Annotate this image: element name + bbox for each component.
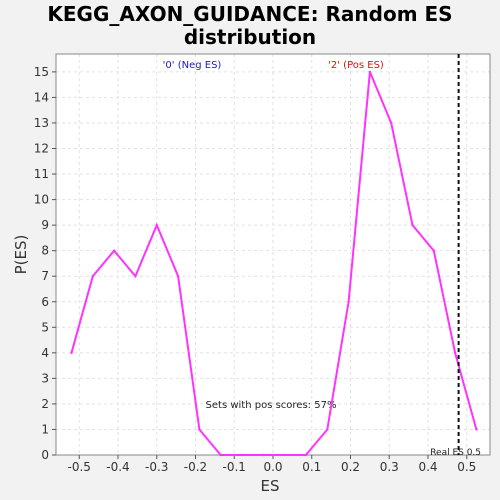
x-tick-label: 0.1 [302,460,321,474]
real-es-label: Real ES 0.5 [430,448,481,458]
y-tick-label: 1 [41,422,49,436]
y-tick-label: 3 [41,371,49,385]
x-tick-label: -0.3 [145,460,168,474]
data-point [283,453,286,457]
data-point [219,453,222,457]
x-tick-label: 0.3 [380,460,399,474]
data-point [411,223,414,227]
data-point [475,428,478,431]
data-point [134,275,137,278]
data-point [326,428,329,431]
x-tick-label: 0.2 [341,460,360,474]
data-point [112,249,116,252]
data-point [262,453,265,457]
data-point [347,300,350,303]
y-tick-label: 8 [41,244,49,258]
data-point [304,453,308,457]
y-tick-label: 15 [34,65,49,79]
data-point [70,351,73,355]
data-point [432,249,436,252]
data-point [91,275,95,278]
y-tick-label: 4 [41,346,49,360]
y-tick-label: 2 [41,397,49,411]
series-line [70,71,478,456]
x-tick-label: -0.2 [184,460,207,474]
y-tick-label: 11 [34,167,49,181]
y-tick-label: 9 [41,218,49,232]
y-tick-label: 6 [41,295,49,309]
y-tick-label: 7 [41,269,49,283]
y-axis-label: P(ES) [12,235,30,275]
data-point [389,121,393,125]
x-tick-label: -0.5 [68,460,91,474]
pos-scores-text: Sets with pos scores: 57% [206,400,337,411]
data-point [453,351,457,355]
chart-title-line-1: KEGG_AXON_GUIDANCE: Random ES [47,2,453,26]
pos-es-label: '2' (Pos ES) [328,60,384,71]
y-tick-label: 0 [41,448,49,462]
data-point [155,223,158,227]
x-tick-label: -0.1 [223,460,246,474]
x-tick-label: 0.5 [457,460,476,474]
data-point [240,453,244,457]
x-tick-label: 0.0 [263,460,282,474]
x-axis-label: ES [261,477,280,495]
chart-title-line-2: distribution [183,25,317,49]
y-tick-label: 5 [41,320,49,334]
data-point [368,70,372,74]
y-tick-label: 10 [34,193,49,207]
y-tick-label: 12 [34,142,49,156]
neg-es-label: '0' (Neg ES) [163,60,222,71]
x-tick-label: 0.4 [418,460,437,474]
data-point [198,428,201,431]
x-tick-label: -0.4 [106,460,129,474]
data-point [176,275,180,278]
y-tick-label: 13 [34,116,49,130]
y-tick-label: 14 [34,90,49,104]
